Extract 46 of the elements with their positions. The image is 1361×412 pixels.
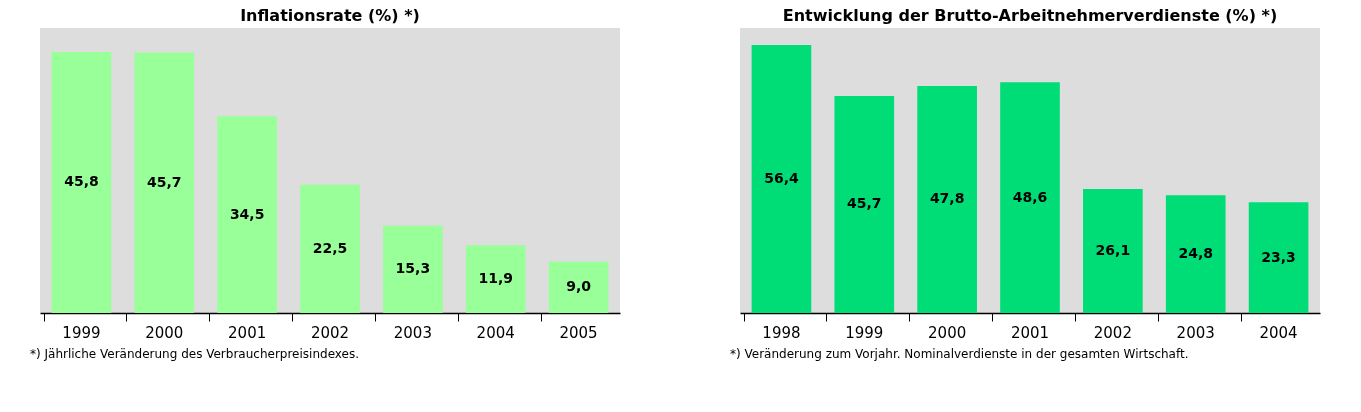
- bar: [751, 45, 812, 313]
- x-tick-label: 2004: [1259, 323, 1298, 342]
- x-tick-label: 2002: [310, 323, 350, 342]
- data-label: 47,8: [929, 190, 965, 207]
- bar: [917, 85, 977, 313]
- bar: [1165, 195, 1226, 313]
- data-label: 45,8: [64, 173, 99, 190]
- bar: [383, 225, 443, 313]
- data-label: 48,6: [1012, 188, 1048, 205]
- data-label: 56,4: [764, 170, 799, 187]
- bar: [1248, 202, 1309, 313]
- chart-title: Inflationsrate (%) *): [240, 6, 420, 25]
- x-tick-label: 1998: [762, 323, 801, 342]
- bar: [51, 51, 112, 313]
- bar: [1083, 189, 1143, 313]
- chart-title: Entwicklung der Brutto-Arbeitnehmerverdienste (%) *): [782, 6, 1278, 25]
- x-tick-label: 1999: [62, 323, 101, 342]
- x-tick-label: 2000: [145, 323, 184, 342]
- data-label: 24,8: [1178, 245, 1213, 262]
- x-tick-label: 2003: [1176, 323, 1215, 342]
- data-label: 11,9: [478, 270, 513, 287]
- x-tick-label: 2000: [928, 323, 967, 342]
- x-tick-label: 2003: [393, 323, 432, 342]
- data-label: 22,5: [312, 239, 348, 256]
- data-label: 15,3: [395, 260, 431, 277]
- bar: [834, 95, 895, 313]
- x-tick-label: 2001: [1010, 323, 1050, 342]
- data-label: 45,7: [147, 173, 182, 190]
- data-label: 9,0: [566, 278, 592, 295]
- x-tick-label: 2005: [559, 323, 598, 342]
- x-tick-label: 1999: [845, 323, 884, 342]
- data-label: 45,7: [847, 195, 882, 212]
- text: *) Veränderung zum Vorjahr. Nominalverdienste in der gesamten Wirtschaft.: [730, 347, 1189, 361]
- bar: [134, 52, 195, 313]
- x-tick-label: 2002: [1093, 323, 1132, 342]
- bar: [1000, 82, 1060, 313]
- x-tick-label: 2001: [228, 323, 267, 342]
- data-label: 23,3: [1261, 248, 1296, 265]
- bar: [300, 184, 360, 313]
- bar: [217, 116, 277, 313]
- bar: [465, 245, 526, 313]
- bar: [548, 261, 609, 313]
- data-label: 34,5: [229, 205, 265, 222]
- data-label: 26,1: [1095, 242, 1131, 259]
- x-tick-label: 2004: [476, 323, 515, 342]
- text: *) Jährliche Veränderung des Verbraucherpreisindexes.: [30, 347, 359, 361]
